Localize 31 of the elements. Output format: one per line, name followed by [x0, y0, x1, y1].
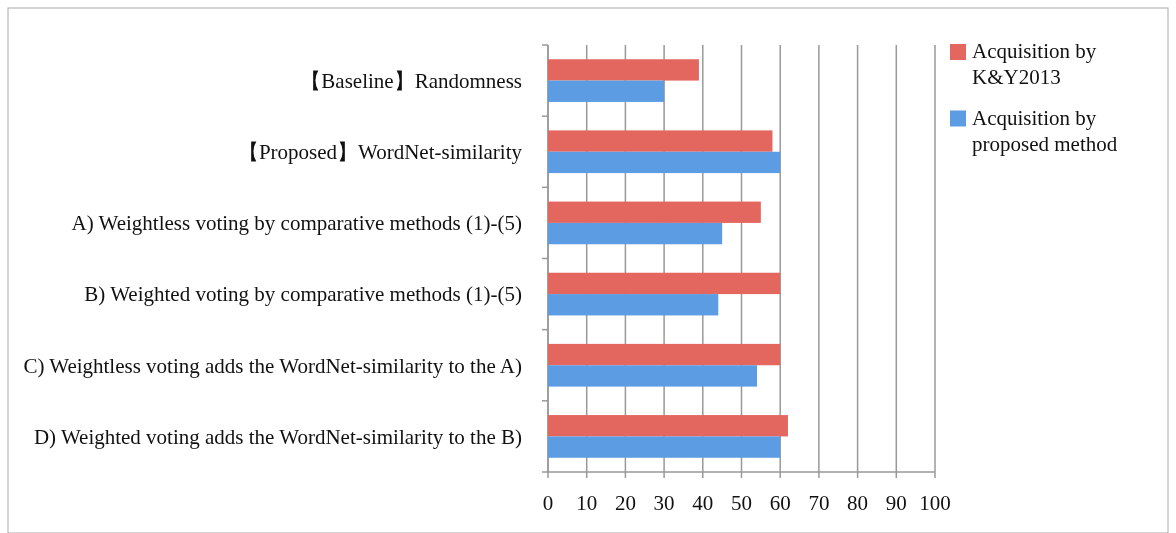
- x-tick-label: 100: [919, 491, 951, 515]
- x-tick-label: 60: [769, 491, 791, 515]
- bar: [548, 415, 788, 437]
- y-tick-label: D) Weighted voting adds the WordNet-similarity to the B): [33, 424, 522, 449]
- x-tick-label: 50: [731, 491, 752, 515]
- legend-label: Acquisition by K&Y2013: [972, 39, 1097, 90]
- x-tick-label: 70: [808, 491, 830, 515]
- x-tick-label: 40: [692, 491, 714, 515]
- bar: [548, 80, 665, 102]
- bar: [548, 201, 761, 223]
- y-tick-label: 【Baseline】Randomness: [300, 68, 522, 93]
- x-tick-label: 10: [576, 491, 598, 515]
- y-tick-label: C) Weightless voting adds the WordNet-similarity to the A): [23, 353, 522, 378]
- bar: [548, 130, 773, 152]
- bar: [548, 222, 723, 245]
- bar: [548, 436, 781, 458]
- bar: [548, 294, 719, 316]
- bar: [548, 365, 757, 387]
- bar: [548, 343, 781, 366]
- bar: [548, 272, 781, 295]
- y-tick-label: B) Weighted voting by comparative methods (1)-(5): [84, 282, 522, 307]
- x-tick-label: 0: [542, 491, 554, 515]
- bar: [548, 59, 699, 81]
- bar: [548, 151, 781, 174]
- y-tick-label: 【Proposed】WordNet-similarity: [237, 140, 523, 165]
- x-tick-label: 90: [885, 491, 907, 515]
- y-tick-label: A) Weightless voting by comparative methods (1)-(5): [71, 211, 522, 236]
- legend-label: Acquisition by proposed method: [972, 105, 1118, 156]
- x-tick-label: 30: [653, 491, 675, 515]
- x-tick-label: 80: [847, 491, 869, 515]
- x-tick-label: 20: [614, 491, 636, 515]
